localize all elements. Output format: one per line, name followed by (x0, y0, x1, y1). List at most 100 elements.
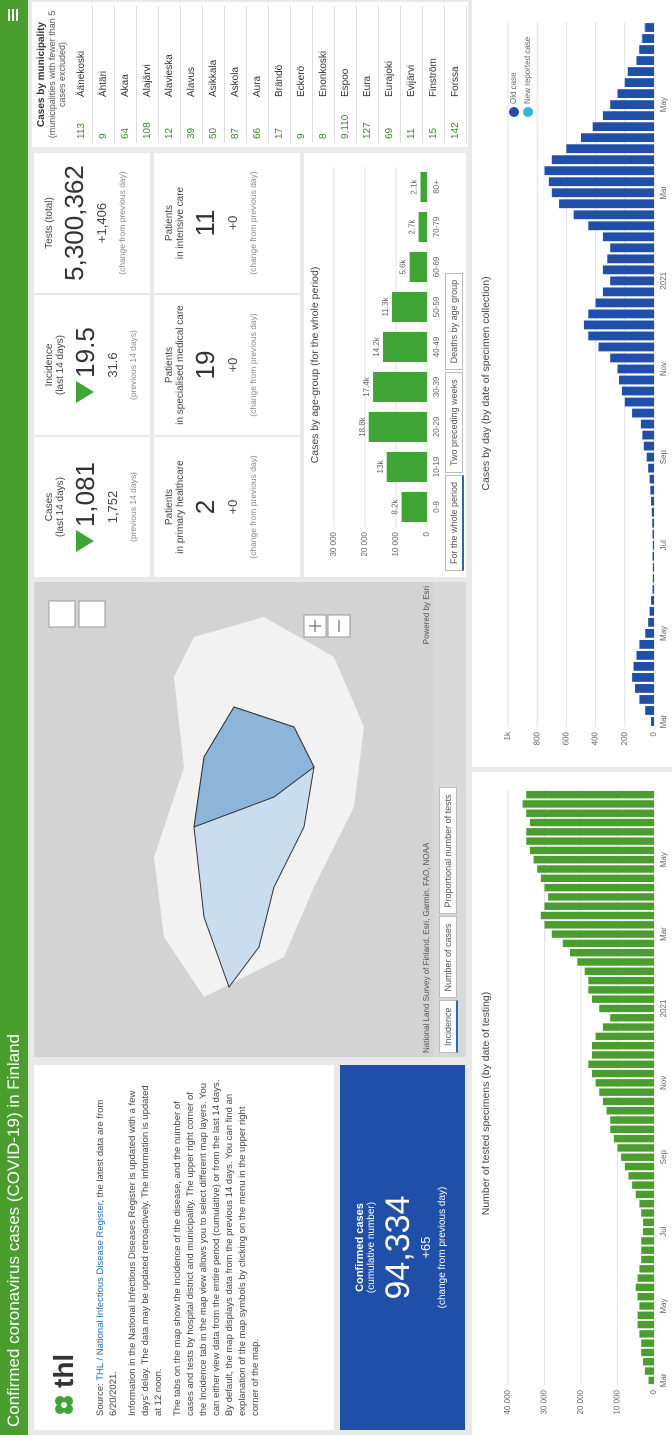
y-tick-label: 10 000 (613, 1389, 622, 1414)
x-tick-label: 20-29 (432, 416, 441, 437)
cell-count: 12 (158, 101, 181, 143)
confirmed-title: Confirmed cases (354, 1203, 366, 1292)
card-note: (change from previous day) (248, 455, 258, 559)
bar (602, 287, 654, 297)
down-arrow (76, 380, 94, 403)
table-subtitle: (municipalities with fewer than 5 cases … (47, 10, 67, 139)
cell-name: Alajärvi (136, 6, 159, 101)
bar (588, 1060, 654, 1068)
card-value: 11 (190, 209, 220, 237)
x-tick-label: May (659, 852, 668, 867)
card-title: Incidence (44, 343, 55, 387)
cases-panel: Cases by day (by date of specimen collec… (472, 0, 672, 767)
bar (595, 298, 654, 308)
y-tick-label: 30 000 (540, 1389, 549, 1414)
card-note: (change from previous day) (248, 313, 258, 417)
bar (391, 292, 427, 322)
confirmed-value: 94,334 (379, 1195, 417, 1300)
down-arrow (76, 530, 94, 553)
table-row: 9 Eckerö (290, 6, 313, 143)
x-tick-label: Nov (659, 1076, 668, 1090)
bar (602, 1097, 654, 1106)
y-tick-label: 30 000 (329, 531, 338, 556)
y-tick-label: 800 (532, 731, 541, 745)
bar (641, 1339, 655, 1347)
source-link[interactable]: THL / National Infectious Disease Regist… (95, 1202, 106, 1381)
x-tick-label: Mar (659, 186, 668, 200)
cell-name: Enonkoski (312, 6, 335, 101)
x-tick-label: Jul (659, 1226, 668, 1236)
age-tab[interactable]: Two preceding weeks (445, 372, 463, 473)
map-tab[interactable]: Incidence (439, 1000, 458, 1053)
cell-name: Eurajoki (378, 6, 401, 101)
card-title: Patients (164, 204, 175, 242)
card-subtitle: in primary healthcare (175, 460, 186, 554)
bar (581, 133, 654, 143)
bar (588, 976, 654, 985)
age-tabs: For the whole periodTwo preceding weeksD… (444, 271, 464, 571)
arrow-shape (76, 530, 94, 553)
bar (551, 155, 654, 165)
value-label: 17.4k (362, 376, 371, 397)
card-secondary: 1,752 (105, 490, 120, 524)
bar (602, 232, 654, 242)
map-tab[interactable]: Number of cases (439, 916, 457, 999)
bar (641, 34, 643, 43)
x-tick-label: 70-79 (432, 216, 441, 237)
bar (610, 1125, 654, 1134)
bar (526, 837, 654, 845)
value-label: 11.3k (381, 297, 390, 317)
cell-name: Brändö (268, 6, 291, 101)
bar (645, 23, 655, 32)
bar (635, 684, 655, 693)
bar (648, 1376, 654, 1385)
bar (420, 172, 427, 202)
info-panel: thl Source: THL / National Infectious Di… (34, 1065, 334, 1430)
bar (562, 939, 654, 948)
x-tick-label: 2021 (659, 271, 668, 289)
map-tab[interactable]: Proportional number of tests (439, 787, 457, 915)
bar (643, 1218, 655, 1227)
x-tick-label: Mar (659, 927, 668, 941)
logo-icon (55, 1396, 73, 1414)
bar (649, 606, 654, 616)
menu-icon[interactable] (6, 8, 20, 22)
x-tick-label: 10-19 (432, 456, 441, 477)
age-tab[interactable]: Deaths by age group (445, 272, 463, 371)
value-label: 13k (376, 460, 385, 474)
x-tick-label: Jul (659, 540, 668, 550)
bar (650, 485, 655, 495)
bar (643, 1358, 655, 1366)
bar (639, 1265, 654, 1273)
y-tick-label: 600 (562, 731, 571, 745)
card-secondary: +0 (225, 215, 240, 231)
y-tick-label: 40 000 (503, 1389, 512, 1414)
cell-name: Eura (356, 6, 379, 101)
bar (651, 717, 655, 726)
bar (641, 1348, 655, 1357)
cell-count: 142 (444, 101, 467, 143)
bar (373, 372, 427, 402)
bar (591, 995, 654, 1003)
bar (652, 551, 654, 561)
bar (610, 100, 654, 110)
age-tab[interactable]: For the whole period (445, 474, 464, 571)
bar (386, 452, 427, 482)
y-tick-label: 0 (422, 531, 431, 536)
bar (618, 375, 654, 385)
bar (637, 1311, 654, 1319)
arrow-shape (76, 380, 94, 403)
cell-count: 108 (136, 101, 159, 143)
cell-name: Forssa (444, 6, 467, 101)
stat-card: Tests (total) 5,300,362 +1,406 (change from… (34, 153, 150, 293)
map-tabs: IncidenceNumber of casesProportional num… (438, 785, 458, 1053)
bar (642, 430, 655, 440)
x-tick-label: 0-9 (432, 501, 441, 513)
bar (645, 706, 655, 715)
bar (632, 408, 655, 418)
bar (610, 243, 654, 253)
bar (602, 1023, 654, 1031)
tested-panel: Number of tested specimens (by date of t… (472, 772, 672, 1435)
bar (559, 199, 654, 209)
